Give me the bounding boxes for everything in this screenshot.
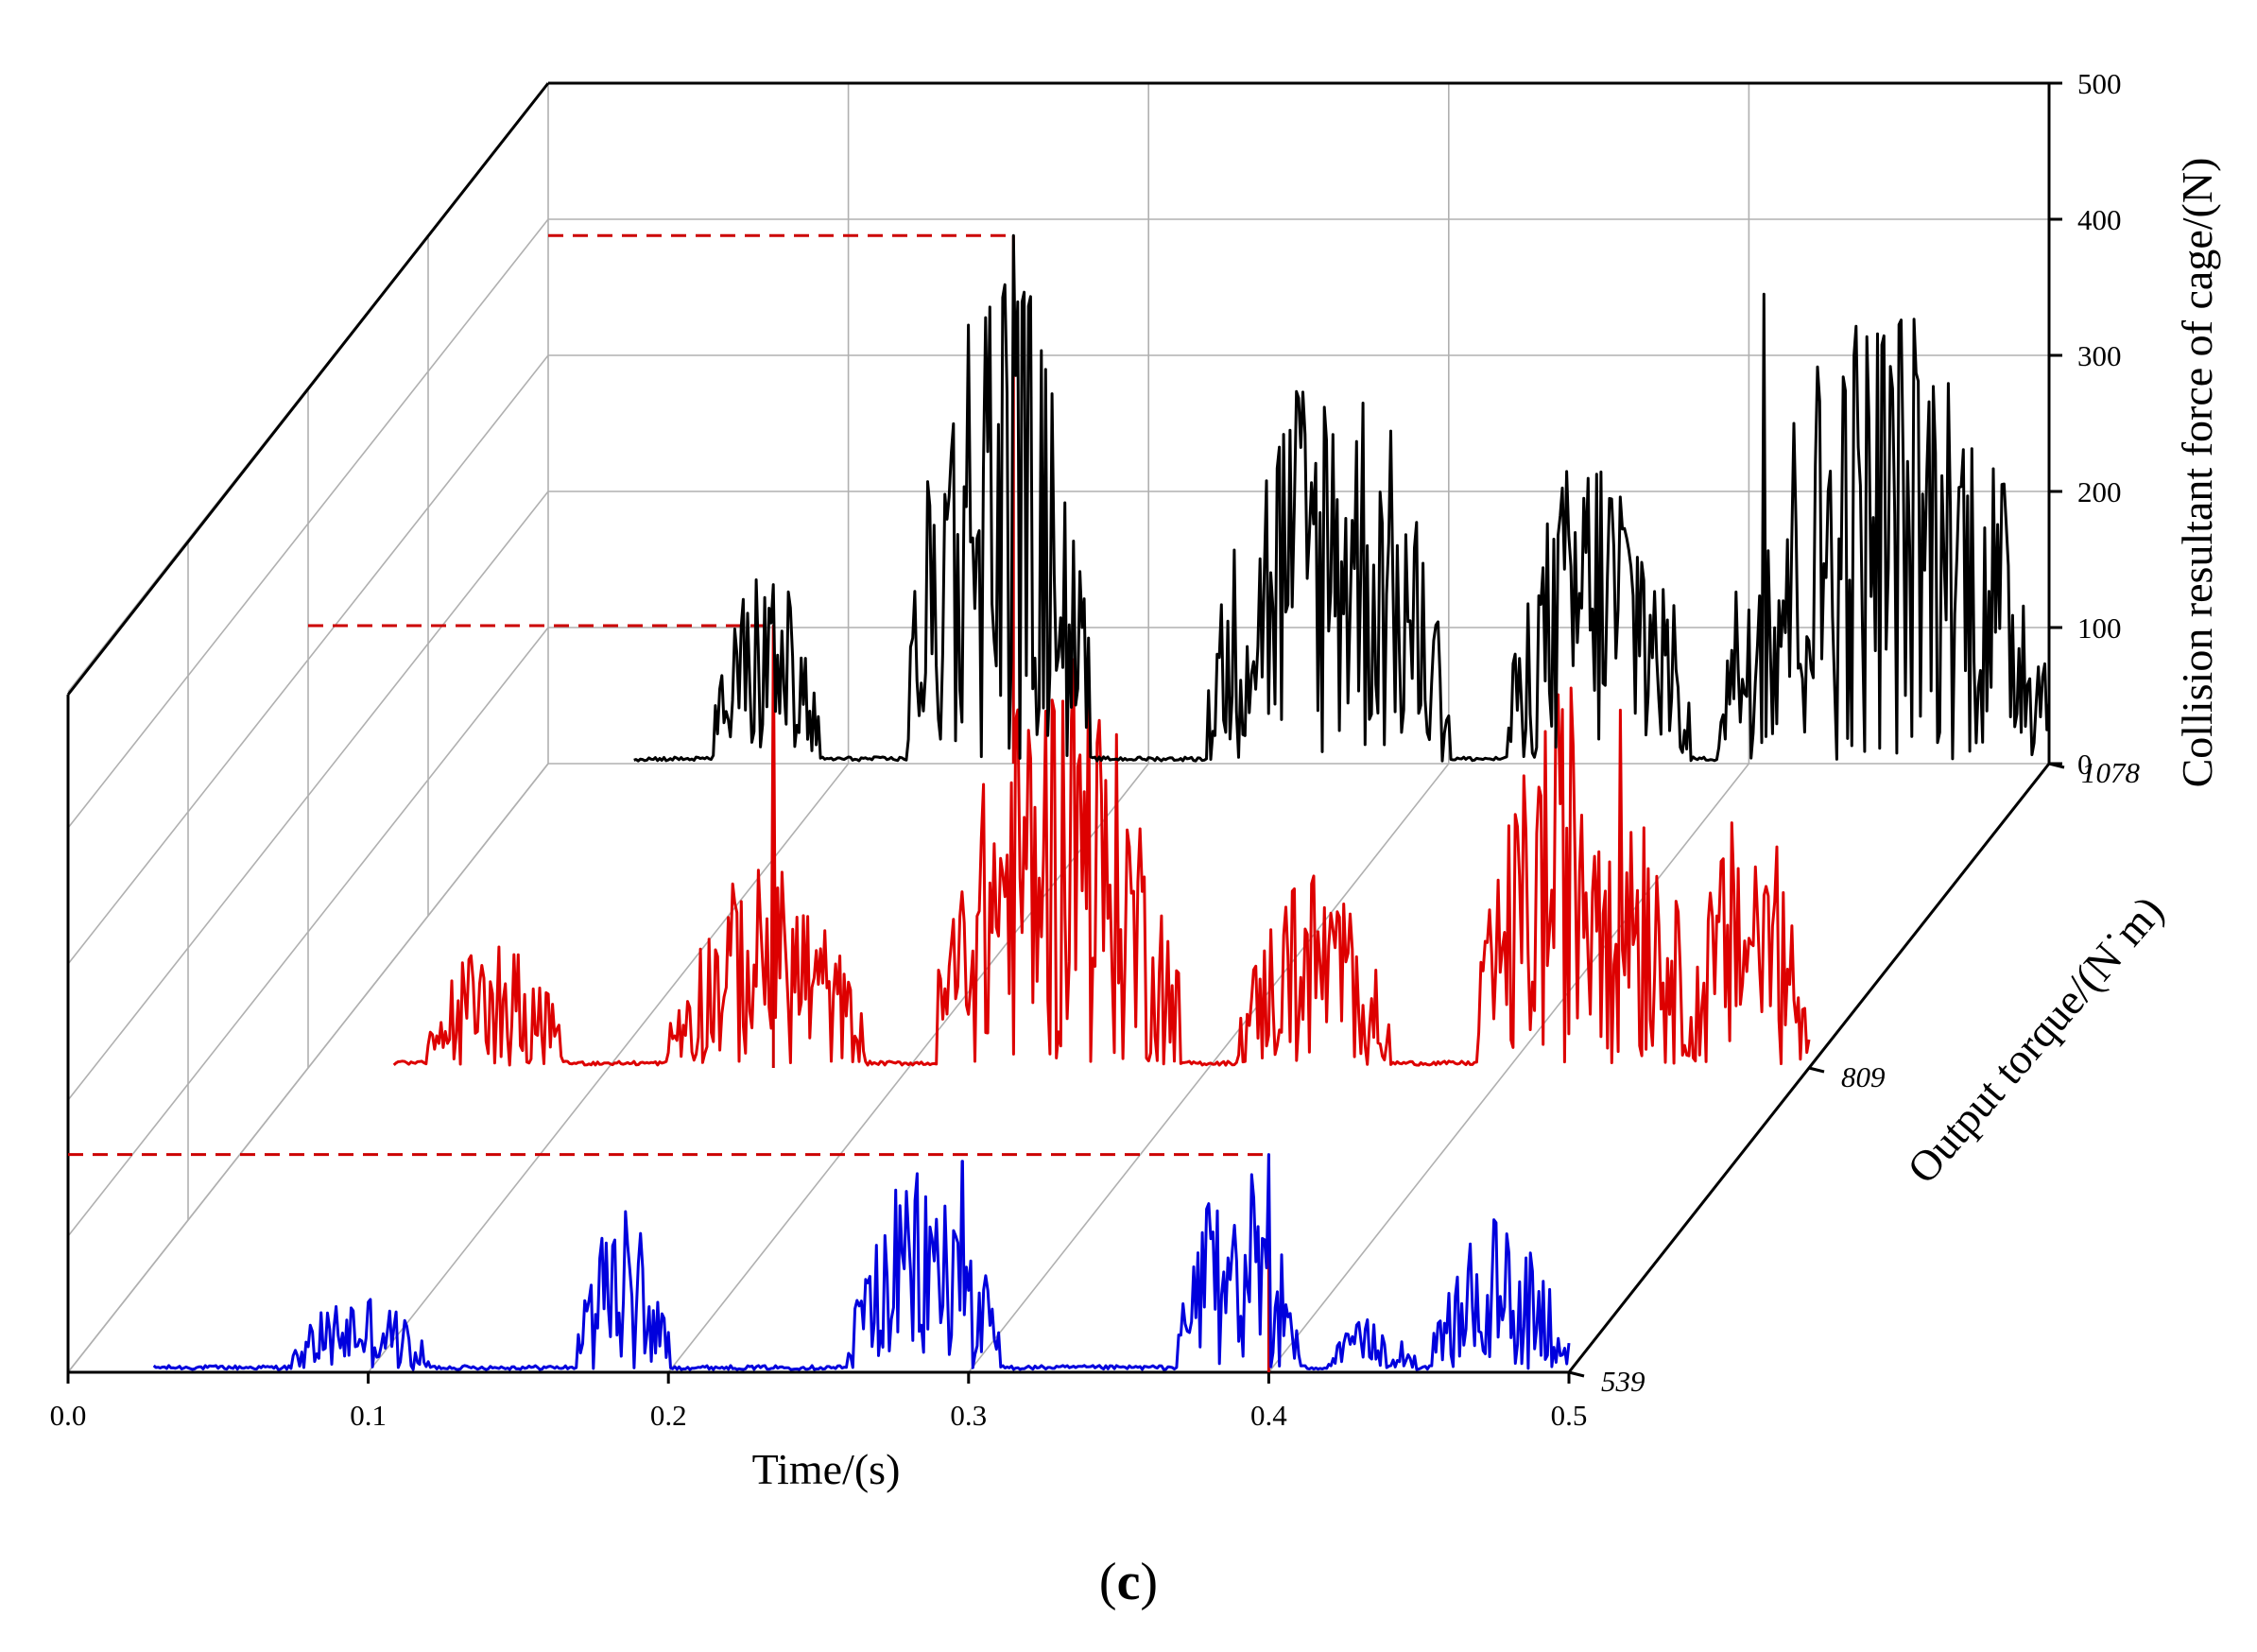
gridline-floor xyxy=(367,763,850,1373)
z-tick-label: 200 xyxy=(2077,475,2122,508)
tick-labels: 0.0 0.1 0.2 0.3 0.4 0.5 0 100 200 300 400 500 539 809… xyxy=(50,67,2141,1432)
z-tick-label: 400 xyxy=(2077,203,2122,236)
y-axis-title: Output torque/(N˙m) xyxy=(1898,886,2173,1193)
x-tick-label: 0.4 xyxy=(1250,1399,1287,1432)
x-tick-label: 0.2 xyxy=(650,1399,687,1432)
caption-close: ) xyxy=(1140,1553,1158,1611)
series-line-809 xyxy=(392,624,1811,1067)
axes-frame xyxy=(66,81,2065,1384)
y-tick-mark xyxy=(2048,762,2065,769)
x-axis-title: Time/(s) xyxy=(752,1445,901,1493)
figure-caption: (c) xyxy=(1099,1553,1158,1611)
series-line-1078 xyxy=(633,233,2051,763)
series-line-539 xyxy=(152,1153,1571,1371)
z-axis-title: Collision resultant force of cage/(N) xyxy=(2173,158,2221,788)
gridline-floor xyxy=(968,763,1450,1373)
x-tick-label: 0.1 xyxy=(350,1399,387,1432)
y-tick-label: 539 xyxy=(1601,1365,1645,1398)
top-left-edge xyxy=(66,82,550,696)
y-tick-label: 1078 xyxy=(2081,756,2141,789)
gridline-floor xyxy=(1267,763,1750,1373)
z-tick-label: 100 xyxy=(2077,611,2122,645)
x-tick-label: 0.3 xyxy=(950,1399,987,1432)
y-tick-mark xyxy=(1808,1066,1825,1074)
x-tick-label: 0.5 xyxy=(1551,1399,1588,1432)
x-tick-label: 0.0 xyxy=(50,1399,87,1432)
y-tick-label: 809 xyxy=(1841,1060,1886,1093)
gridline-floor xyxy=(667,763,1149,1373)
z-tick-label: 0 xyxy=(2077,748,2093,781)
caption-open: ( xyxy=(1099,1553,1117,1611)
z-tick-label: 500 xyxy=(2077,67,2122,100)
z-tick-label: 300 xyxy=(2077,339,2122,372)
y-tick-mark xyxy=(1568,1370,1585,1378)
series-layer xyxy=(152,233,2051,1371)
caption-letter: c xyxy=(1117,1553,1141,1611)
